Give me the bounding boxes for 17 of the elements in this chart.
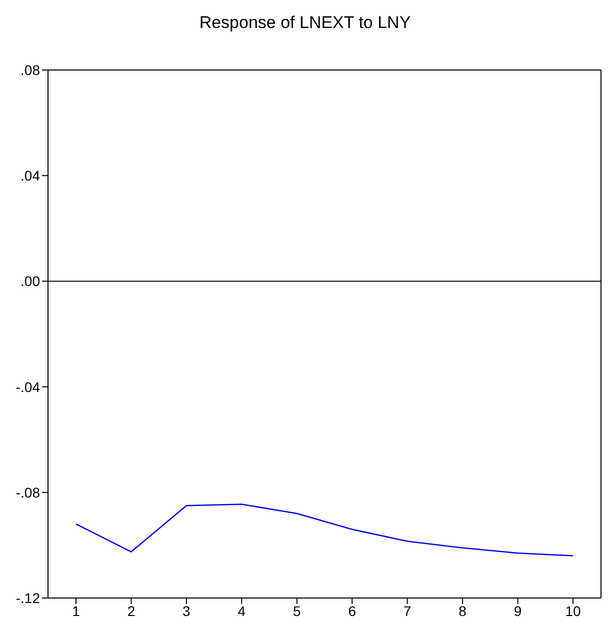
x-tick-label: 2 bbox=[127, 602, 136, 619]
chart-title: Response of LNEXT to LNY bbox=[198, 12, 412, 34]
y-tick-label: -.08 bbox=[16, 484, 40, 500]
x-tick-label: 1 bbox=[72, 602, 80, 619]
y-tick-label: -.12 bbox=[16, 590, 40, 606]
y-tick-label: .08 bbox=[20, 62, 40, 78]
x-tick-label: 5 bbox=[292, 602, 301, 619]
x-tick-label: 3 bbox=[182, 602, 191, 619]
y-tick-label: .04 bbox=[20, 168, 40, 184]
x-tick-label: 9 bbox=[514, 602, 522, 619]
x-tick-label: 8 bbox=[458, 602, 467, 619]
x-tick-label: 7 bbox=[403, 602, 412, 619]
x-tick-label: 10 bbox=[565, 602, 581, 619]
y-tick-label: .00 bbox=[20, 273, 40, 290]
y-tick-label: -.04 bbox=[16, 378, 40, 395]
x-tick-label: 4 bbox=[238, 602, 246, 619]
x-tick-label: 6 bbox=[348, 602, 356, 619]
